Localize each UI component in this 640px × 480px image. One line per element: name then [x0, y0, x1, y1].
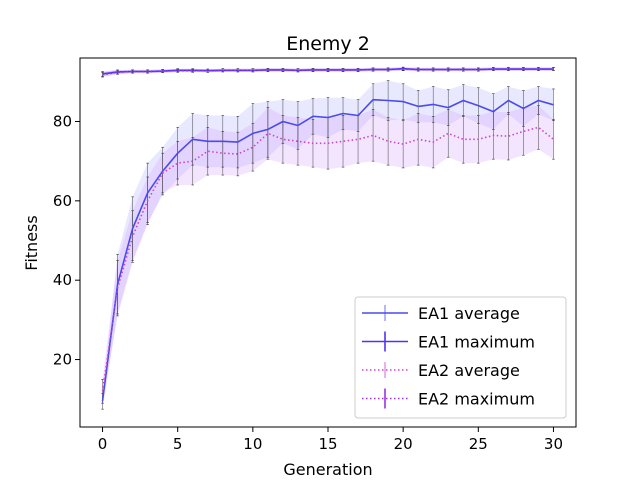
x-axis-ticks: 0 5 10 15 20 25 30 — [98, 427, 563, 453]
errorbar-ea2-average — [552, 119, 555, 160]
line-ea2-maximum — [102, 68, 554, 76]
errorbar-ea2-average — [266, 107, 270, 160]
x-tick-label: 0 — [98, 435, 108, 453]
legend-label: EA2 maximum — [418, 390, 535, 409]
y-axis-label: Fitness — [22, 215, 41, 270]
legend-item-ea2-average: EA2 average — [362, 361, 520, 380]
series-lines — [101, 67, 554, 402]
errorbar-ea2-average — [537, 105, 540, 150]
legend-item-ea1-average: EA1 average — [362, 304, 520, 323]
y-tick-label: 40 — [53, 271, 72, 289]
errorbar-ea2-average — [131, 210, 134, 263]
legend-item-ea2-maximum: EA2 maximum — [362, 388, 535, 409]
errorbar-ea2-average — [221, 131, 225, 176]
legend-label: EA1 maximum — [418, 333, 535, 352]
errorbar-ea2-average — [341, 115, 345, 168]
errorbar-ea2-average — [507, 112, 510, 161]
legend-box — [354, 296, 567, 419]
line-ea2-average — [101, 126, 554, 392]
x-tick-label: 25 — [469, 435, 488, 453]
errorbar-ea2-average — [251, 123, 255, 172]
x-tick-label: 30 — [544, 435, 563, 453]
x-tick-label: 10 — [243, 435, 262, 453]
band-ea1-average — [102, 80, 554, 410]
y-tick-label: 20 — [53, 351, 72, 369]
x-axis-label: Generation — [283, 460, 372, 479]
legend-item-ea1-maximum: EA1 maximum — [362, 331, 535, 352]
chart-title: Enemy 2 — [286, 33, 370, 55]
errorbar-ea2-average — [386, 117, 390, 166]
y-axis-ticks: 20 40 60 80 — [53, 112, 80, 369]
x-tick-label: 5 — [173, 435, 183, 453]
errorbar-ea2-average — [461, 115, 465, 164]
legend-label: EA1 average — [418, 304, 520, 323]
line-ea1-average — [101, 98, 554, 402]
x-tick-label: 20 — [394, 435, 413, 453]
legend-label: EA2 average — [418, 361, 520, 380]
y-tick-label: 80 — [53, 112, 72, 130]
x-tick-label: 15 — [318, 435, 337, 453]
plot-area: 0 5 10 15 20 25 30 20 40 60 80 — [53, 57, 577, 453]
errorbar-ea2-average — [371, 109, 375, 162]
legend: EA1 average EA1 maximum EA2 average EA2 max… — [354, 296, 567, 419]
errorbar-ea2-average — [176, 141, 179, 186]
errorbar-ea2-average — [446, 109, 450, 158]
y-tick-label: 60 — [53, 192, 72, 210]
errorbar-ea2-average — [281, 115, 285, 164]
errorbar-ea2-average — [236, 131, 240, 177]
errorbar-ea2-average — [206, 127, 210, 176]
